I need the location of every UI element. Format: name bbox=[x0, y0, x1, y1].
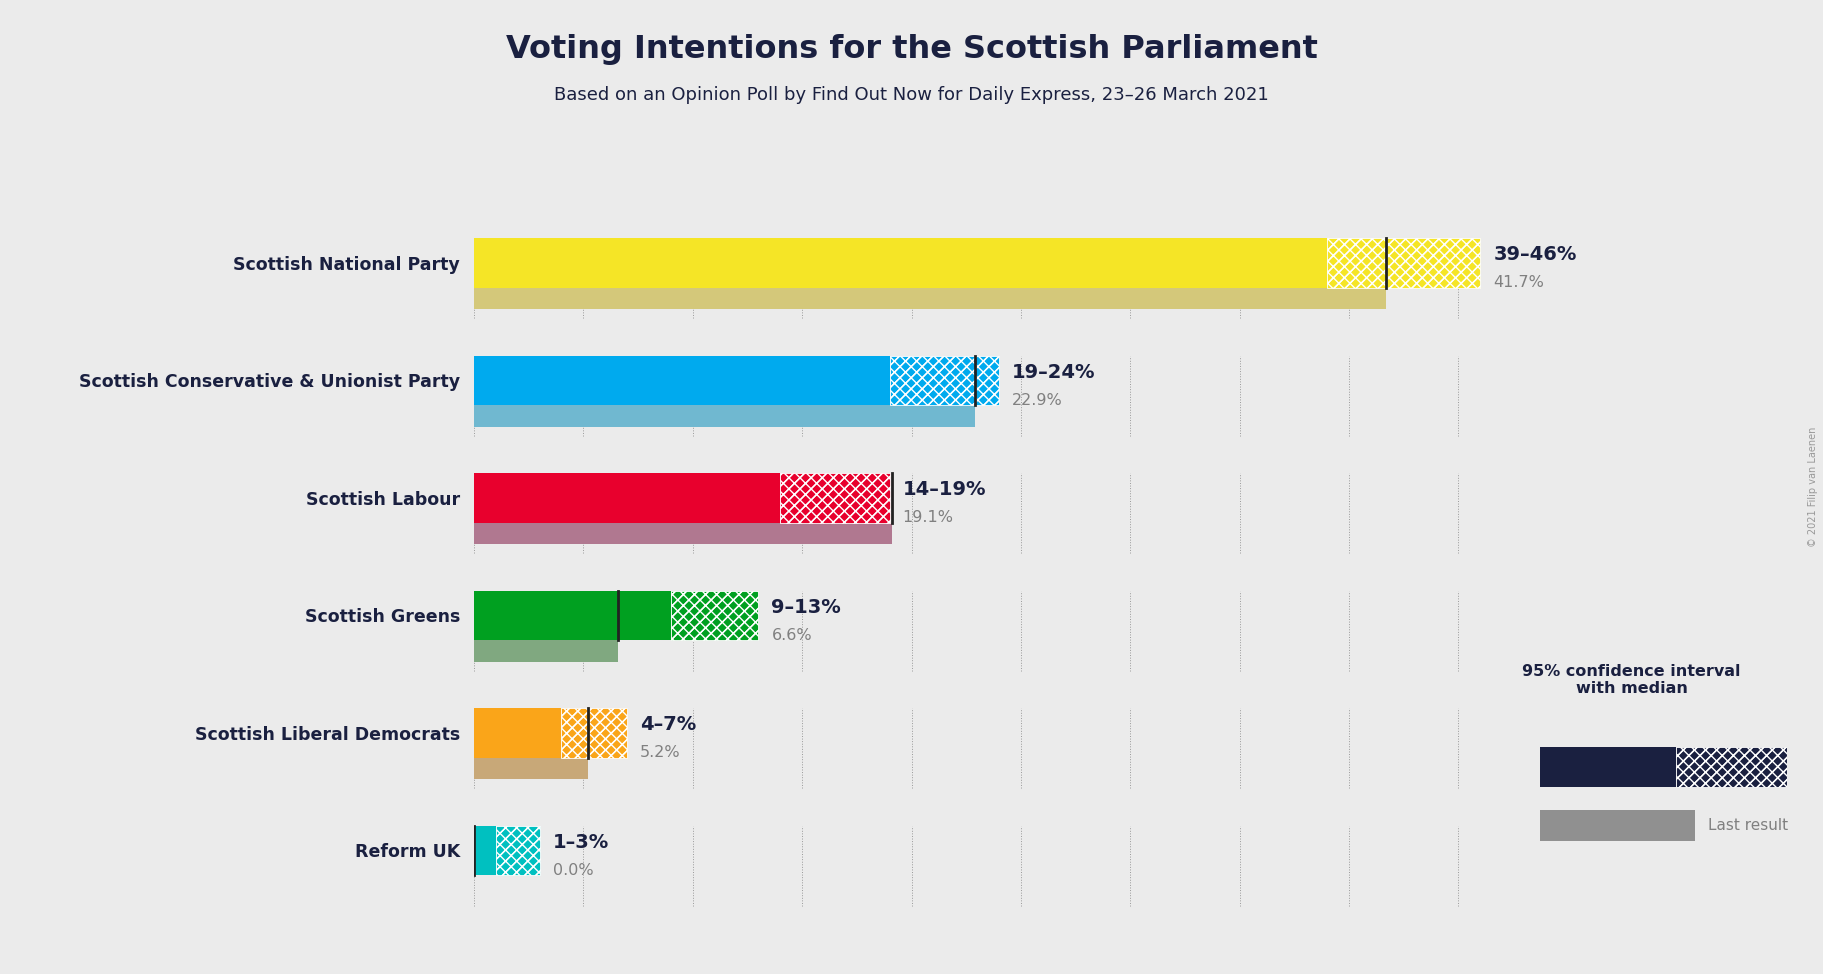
Bar bbox=[671, 591, 758, 640]
Bar bbox=[780, 473, 890, 523]
Bar bbox=[496, 826, 540, 875]
Bar bbox=[474, 239, 1327, 287]
Bar bbox=[1327, 239, 1480, 287]
Bar bbox=[496, 826, 540, 875]
Bar bbox=[474, 405, 975, 427]
Bar bbox=[474, 473, 780, 523]
Bar bbox=[474, 356, 890, 405]
Bar bbox=[474, 826, 496, 875]
Bar bbox=[890, 356, 999, 405]
Text: 1–3%: 1–3% bbox=[552, 833, 609, 851]
Text: Last result: Last result bbox=[1708, 818, 1788, 834]
Text: 41.7%: 41.7% bbox=[1493, 276, 1544, 290]
Text: 19–24%: 19–24% bbox=[1012, 362, 1096, 382]
Text: Based on an Opinion Poll by Find Out Now for Daily Express, 23–26 March 2021: Based on an Opinion Poll by Find Out Now… bbox=[554, 86, 1269, 103]
Bar bbox=[1540, 747, 1675, 787]
Text: 4–7%: 4–7% bbox=[640, 715, 696, 734]
Text: 5.2%: 5.2% bbox=[640, 745, 680, 761]
Bar bbox=[474, 523, 891, 544]
Bar bbox=[1675, 747, 1787, 787]
Text: Voting Intentions for the Scottish Parliament: Voting Intentions for the Scottish Parli… bbox=[505, 34, 1318, 65]
Bar bbox=[561, 708, 627, 758]
Text: 19.1%: 19.1% bbox=[902, 510, 953, 525]
Text: 39–46%: 39–46% bbox=[1493, 245, 1577, 264]
Text: 14–19%: 14–19% bbox=[902, 480, 986, 500]
Text: 95% confidence interval
with median: 95% confidence interval with median bbox=[1522, 664, 1741, 696]
Text: 9–13%: 9–13% bbox=[771, 598, 840, 617]
Text: © 2021 Filip van Laenen: © 2021 Filip van Laenen bbox=[1808, 427, 1818, 547]
Text: 0.0%: 0.0% bbox=[552, 863, 592, 878]
Bar bbox=[474, 708, 561, 758]
Bar bbox=[474, 591, 671, 640]
Bar bbox=[474, 640, 618, 661]
Bar bbox=[474, 758, 587, 779]
Bar bbox=[1675, 747, 1787, 787]
Bar bbox=[671, 591, 758, 640]
Bar bbox=[1327, 239, 1480, 287]
Bar bbox=[780, 473, 890, 523]
Text: 6.6%: 6.6% bbox=[771, 628, 811, 643]
Bar bbox=[890, 356, 999, 405]
Bar bbox=[561, 708, 627, 758]
Bar bbox=[474, 288, 1385, 309]
Text: 22.9%: 22.9% bbox=[1012, 393, 1063, 408]
